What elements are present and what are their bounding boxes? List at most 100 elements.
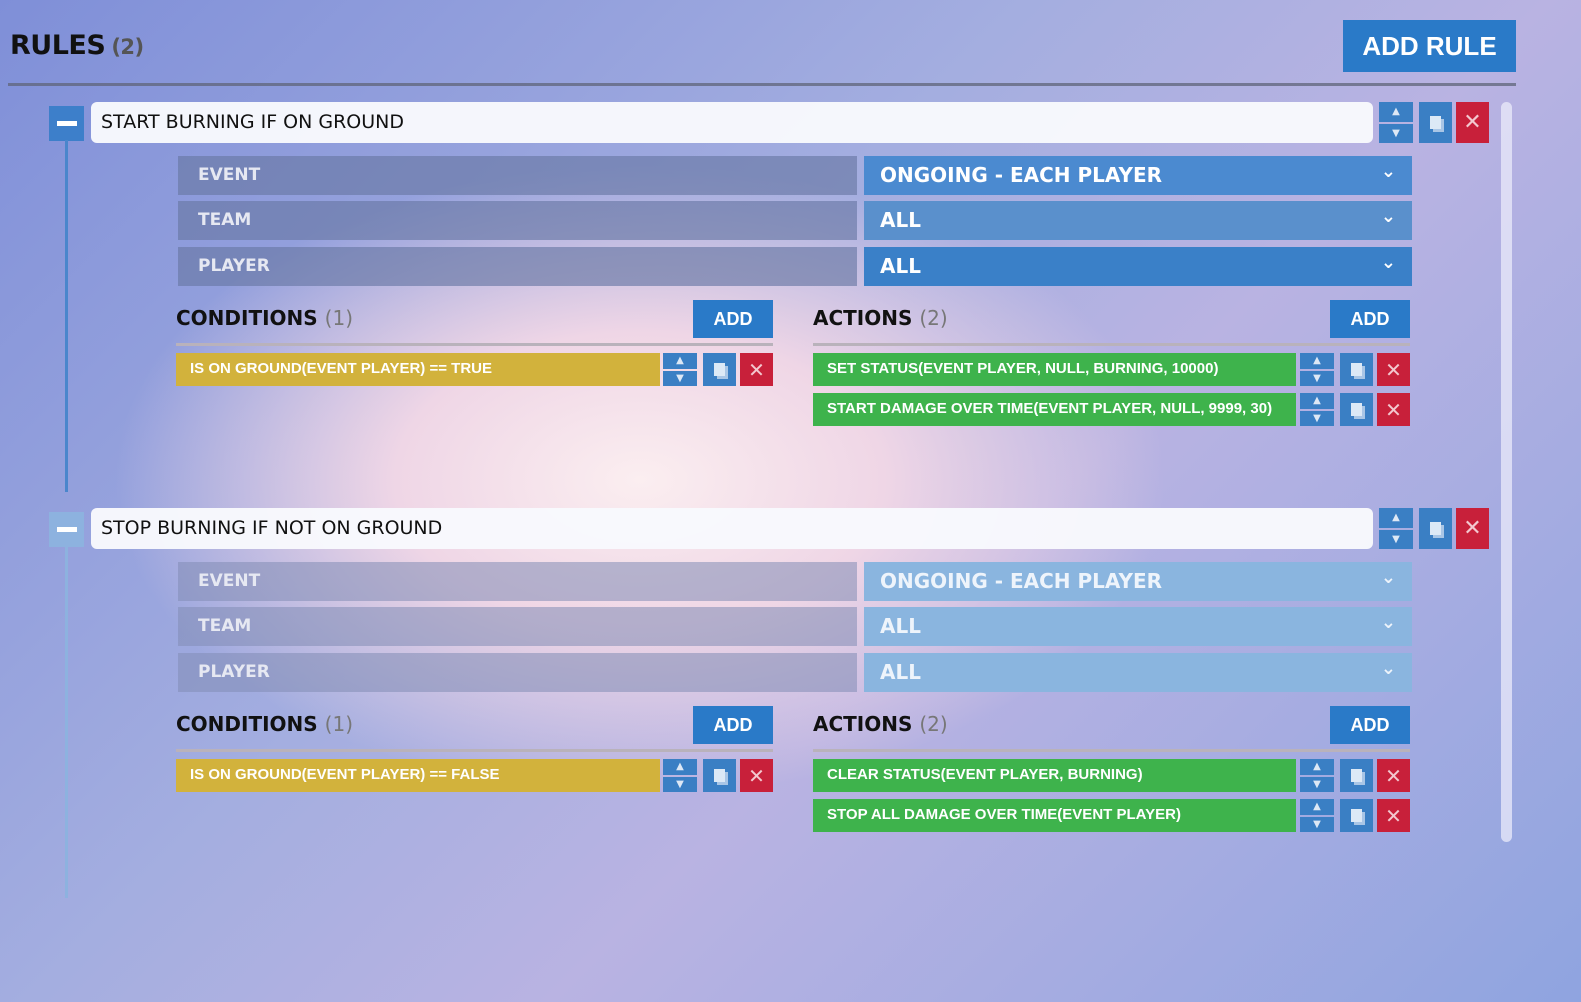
move-down-button[interactable]: ▼ [663, 776, 697, 792]
field-label: PLAYER [178, 653, 857, 692]
rule: START BURNING IF ON GROUND ▲ ▼ ✕ EVENT ONGO… [0, 102, 1581, 502]
action-row[interactable]: CLEAR STATUS(EVENT PLAYER, BURNING) [813, 759, 1296, 792]
move-up-button[interactable]: ▲ [1300, 799, 1334, 815]
move-down-button[interactable]: ▼ [1379, 123, 1413, 143]
condition-text: IS ON GROUND(EVENT PLAYER) == TRUE [190, 360, 492, 377]
action-move-buttons: ▲ ▼ [1300, 393, 1334, 426]
move-up-button[interactable]: ▲ [663, 353, 697, 369]
action-row[interactable]: START DAMAGE OVER TIME(EVENT PLAYER, NUL… [813, 393, 1296, 426]
copy-icon [1351, 769, 1362, 782]
condition-move-buttons: ▲ ▼ [663, 353, 697, 386]
copy-button[interactable] [1340, 759, 1373, 792]
move-down-button[interactable]: ▼ [1300, 816, 1334, 832]
field-dropdown[interactable]: ALL ⌄ [864, 201, 1412, 240]
copy-button[interactable] [1419, 508, 1452, 549]
move-down-button[interactable]: ▼ [1379, 529, 1413, 549]
scrollbar[interactable] [1501, 102, 1512, 842]
conditions-count: (1) [324, 712, 354, 736]
copy-icon [1351, 809, 1362, 822]
copy-button[interactable] [1340, 353, 1373, 386]
copy-icon [1351, 363, 1362, 376]
field-dropdown[interactable]: ONGOING - EACH PLAYER ⌄ [864, 562, 1412, 601]
field-label: PLAYER [178, 247, 857, 286]
delete-button[interactable]: ✕ [1456, 508, 1489, 549]
conditions-header: CONDITIONS (1) [176, 712, 353, 736]
move-down-button[interactable]: ▼ [1300, 776, 1334, 792]
add-condition-button[interactable]: ADD [693, 706, 773, 744]
move-down-button[interactable]: ▼ [1300, 410, 1334, 426]
field-dropdown[interactable]: ALL ⌄ [864, 247, 1412, 286]
field-value: ALL [880, 254, 921, 278]
delete-button[interactable]: ✕ [740, 759, 773, 792]
chevron-down-icon: ⌄ [1380, 658, 1396, 679]
rules-heading: RULES (2) [10, 30, 144, 61]
header-divider [8, 83, 1516, 86]
delete-button[interactable]: ✕ [1456, 102, 1489, 143]
add-condition-button[interactable]: ADD [693, 300, 773, 338]
add-action-button[interactable]: ADD [1330, 300, 1410, 338]
condition-row[interactable]: IS ON GROUND(EVENT PLAYER) == FALSE [176, 759, 660, 792]
conditions-divider [176, 343, 773, 346]
move-down-button[interactable]: ▼ [663, 370, 697, 386]
delete-button[interactable]: ✕ [1377, 759, 1410, 792]
copy-button[interactable] [1340, 799, 1373, 832]
chevron-down-icon: ⌄ [1380, 206, 1396, 227]
copy-icon [714, 769, 725, 782]
field-label: EVENT [178, 562, 857, 601]
action-text: STOP ALL DAMAGE OVER TIME(EVENT PLAYER) [827, 806, 1181, 823]
field-value: ALL [880, 614, 921, 638]
actions-header: ACTIONS (2) [813, 712, 948, 736]
add-rule-button[interactable]: ADD RULE [1343, 20, 1516, 72]
delete-button[interactable]: ✕ [1377, 393, 1410, 426]
conditions-count: (1) [324, 306, 354, 330]
move-up-button[interactable]: ▲ [663, 759, 697, 775]
collapse-button[interactable] [49, 512, 84, 547]
condition-text: IS ON GROUND(EVENT PLAYER) == FALSE [190, 766, 500, 783]
copy-button[interactable] [1419, 102, 1452, 143]
field-value: ONGOING - EACH PLAYER [880, 163, 1163, 187]
rule-title-input[interactable]: STOP BURNING IF NOT ON GROUND [91, 508, 1373, 549]
action-text: SET STATUS(EVENT PLAYER, NULL, BURNING, … [827, 360, 1219, 377]
copy-icon [1430, 522, 1441, 535]
actions-divider [813, 749, 1410, 752]
close-icon: ✕ [1385, 763, 1402, 788]
actions-label: ACTIONS [813, 306, 913, 330]
delete-button[interactable]: ✕ [1377, 799, 1410, 832]
conditions-header: CONDITIONS (1) [176, 306, 353, 330]
copy-button[interactable] [703, 353, 736, 386]
move-up-button[interactable]: ▲ [1300, 759, 1334, 775]
close-icon: ✕ [1385, 357, 1402, 382]
delete-button[interactable]: ✕ [1377, 353, 1410, 386]
move-up-button[interactable]: ▲ [1379, 508, 1413, 528]
close-icon: ✕ [1385, 803, 1402, 828]
copy-button[interactable] [1340, 393, 1373, 426]
condition-row[interactable]: IS ON GROUND(EVENT PLAYER) == TRUE [176, 353, 660, 386]
action-move-buttons: ▲ ▼ [1300, 353, 1334, 386]
actions-count: (2) [919, 306, 948, 330]
delete-button[interactable]: ✕ [740, 353, 773, 386]
field-label: EVENT [178, 156, 857, 195]
copy-button[interactable] [703, 759, 736, 792]
action-row[interactable]: STOP ALL DAMAGE OVER TIME(EVENT PLAYER) [813, 799, 1296, 832]
move-up-button[interactable]: ▲ [1300, 353, 1334, 369]
rule-title-input[interactable]: START BURNING IF ON GROUND [91, 102, 1373, 143]
action-move-buttons: ▲ ▼ [1300, 799, 1334, 832]
actions-count: (2) [919, 712, 948, 736]
action-text: START DAMAGE OVER TIME(EVENT PLAYER, NUL… [827, 400, 1273, 417]
field-dropdown[interactable]: ALL ⌄ [864, 607, 1412, 646]
chevron-down-icon: ⌄ [1380, 567, 1396, 588]
field-dropdown[interactable]: ONGOING - EACH PLAYER ⌄ [864, 156, 1412, 195]
field-label: TEAM [178, 607, 857, 646]
action-row[interactable]: SET STATUS(EVENT PLAYER, NULL, BURNING, … [813, 353, 1296, 386]
field-dropdown[interactable]: ALL ⌄ [864, 653, 1412, 692]
move-up-button[interactable]: ▲ [1379, 102, 1413, 122]
chevron-down-icon: ⌄ [1380, 161, 1396, 182]
add-action-button[interactable]: ADD [1330, 706, 1410, 744]
collapse-button[interactable] [49, 106, 84, 141]
field-value: ALL [880, 660, 921, 684]
rule-move-buttons: ▲ ▼ [1379, 508, 1413, 549]
field-value: ALL [880, 208, 921, 232]
move-down-button[interactable]: ▼ [1300, 370, 1334, 386]
action-text: CLEAR STATUS(EVENT PLAYER, BURNING) [827, 766, 1143, 783]
move-up-button[interactable]: ▲ [1300, 393, 1334, 409]
